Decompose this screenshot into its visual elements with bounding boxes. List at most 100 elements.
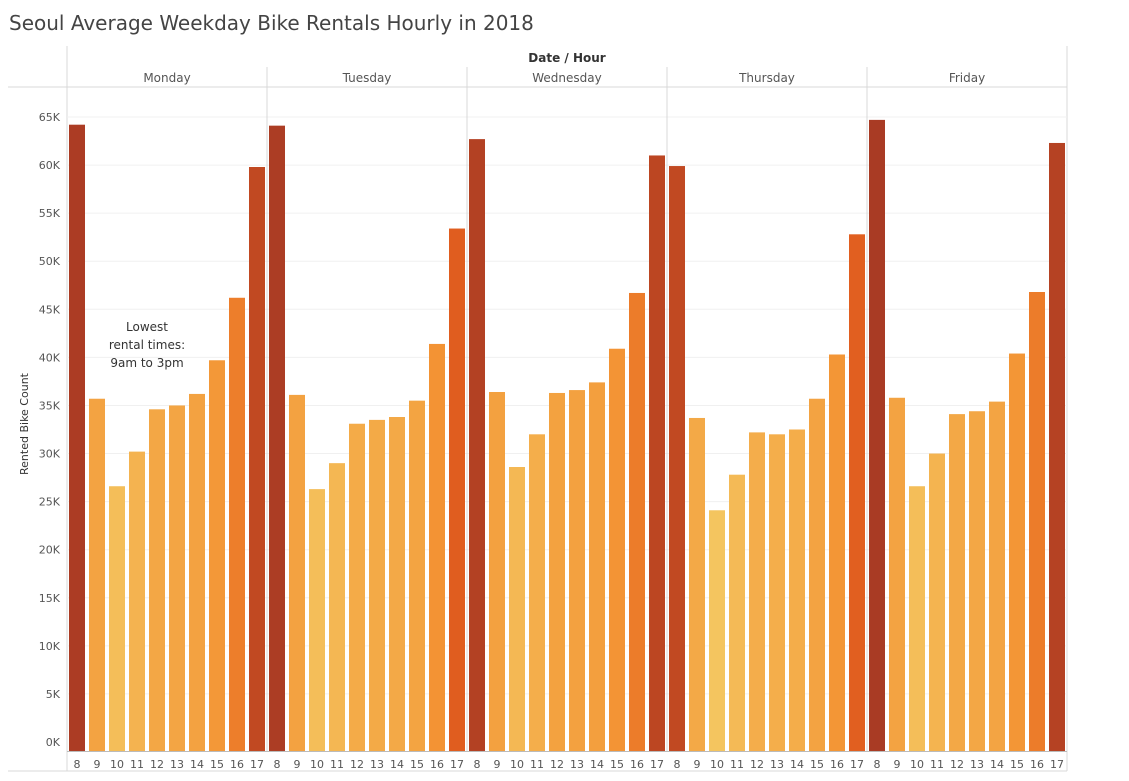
x-tick-label: 8 (874, 758, 881, 771)
bar (329, 463, 345, 751)
y-tick-label: 20K (39, 544, 61, 557)
bar (629, 292, 645, 751)
x-tick-label: 17 (450, 758, 464, 771)
bar (869, 119, 885, 751)
x-tick-label: 13 (170, 758, 184, 771)
x-tick-label: 14 (590, 758, 604, 771)
x-tick-label: 13 (970, 758, 984, 771)
bar (209, 360, 225, 751)
x-tick-label: 13 (570, 758, 584, 771)
bar (729, 474, 745, 751)
bar (569, 390, 585, 751)
bar (449, 228, 465, 752)
y-tick-label: 25K (39, 496, 61, 509)
x-tick-label: 9 (694, 758, 701, 771)
x-tick-label: 8 (474, 758, 481, 771)
bar (129, 451, 145, 751)
chart-title: Seoul Average Weekday Bike Rentals Hourl… (9, 11, 534, 35)
x-tick-label: 13 (370, 758, 384, 771)
x-tick-label: 10 (910, 758, 924, 771)
x-tick-label: 15 (1010, 758, 1024, 771)
y-tick-label: 50K (39, 255, 61, 268)
x-tick-label: 15 (810, 758, 824, 771)
bar (229, 297, 245, 751)
y-axis-label: Rented Bike Count (18, 372, 31, 475)
x-tick-label: 9 (494, 758, 501, 771)
x-tick-label: 10 (710, 758, 724, 771)
annotation-text: rental times: (109, 338, 185, 352)
bar (609, 348, 625, 751)
bar (489, 392, 505, 751)
x-tick-label: 10 (310, 758, 324, 771)
y-tick-label: 65K (39, 111, 61, 124)
x-tick-label: 17 (650, 758, 664, 771)
bar (989, 401, 1005, 751)
x-tick-label: 12 (750, 758, 764, 771)
y-tick-label: 0K (46, 736, 61, 749)
x-tick-label: 15 (410, 758, 424, 771)
x-tick-label: 11 (730, 758, 744, 771)
bar (429, 343, 445, 751)
x-tick-label: 17 (850, 758, 864, 771)
x-tick-label: 14 (390, 758, 404, 771)
bar (309, 489, 325, 751)
x-tick-label: 12 (150, 758, 164, 771)
x-tick-label: 17 (1050, 758, 1064, 771)
x-tick-label: 16 (1030, 758, 1044, 771)
y-tick-label: 60K (39, 159, 61, 172)
bar (669, 166, 685, 752)
bar (409, 400, 425, 751)
bar (549, 392, 565, 751)
x-tick-label: 11 (930, 758, 944, 771)
y-tick-label: 40K (39, 351, 61, 364)
x-tick-label: 15 (610, 758, 624, 771)
x-tick-label: 9 (294, 758, 301, 771)
bar (749, 432, 765, 751)
y-tick-label: 30K (39, 448, 61, 461)
bar (709, 510, 725, 751)
bar (929, 453, 945, 751)
day-header-tuesday: Tuesday (342, 71, 392, 85)
bar (269, 125, 285, 751)
x-tick-label: 8 (674, 758, 681, 771)
bar (469, 139, 485, 752)
bar (289, 394, 305, 751)
day-header-friday: Friday (949, 71, 985, 85)
x-tick-label: 11 (330, 758, 344, 771)
x-tick-label: 11 (530, 758, 544, 771)
bar (849, 234, 865, 752)
x-tick-label: 8 (274, 758, 281, 771)
x-tick-label: 12 (950, 758, 964, 771)
x-tick-label: 14 (790, 758, 804, 771)
bar (369, 419, 385, 751)
x-tick-label: 10 (110, 758, 124, 771)
x-tick-label: 15 (210, 758, 224, 771)
y-tick-label: 35K (39, 399, 61, 412)
bar (89, 398, 105, 751)
day-header-monday: Monday (143, 71, 190, 85)
bar (809, 398, 825, 751)
y-tick-label: 5K (46, 688, 61, 701)
x-tick-label: 11 (130, 758, 144, 771)
y-tick-label: 10K (39, 640, 61, 653)
bar (109, 486, 125, 751)
bar (689, 417, 705, 751)
bar (909, 486, 925, 751)
x-tick-label: 17 (250, 758, 264, 771)
x-tick-label: 14 (990, 758, 1004, 771)
bar (509, 467, 525, 751)
y-tick-label: 15K (39, 592, 61, 605)
bar (829, 354, 845, 751)
bar (1029, 292, 1045, 751)
bar (589, 382, 605, 751)
bar (249, 167, 265, 751)
x-tick-label: 12 (350, 758, 364, 771)
bar (969, 411, 985, 751)
x-tick-label: 9 (894, 758, 901, 771)
y-tick-label: 45K (39, 303, 61, 316)
x-tick-label: 16 (630, 758, 644, 771)
bar (149, 409, 165, 751)
bar (69, 124, 85, 751)
bar (389, 417, 405, 751)
bar (189, 393, 205, 751)
